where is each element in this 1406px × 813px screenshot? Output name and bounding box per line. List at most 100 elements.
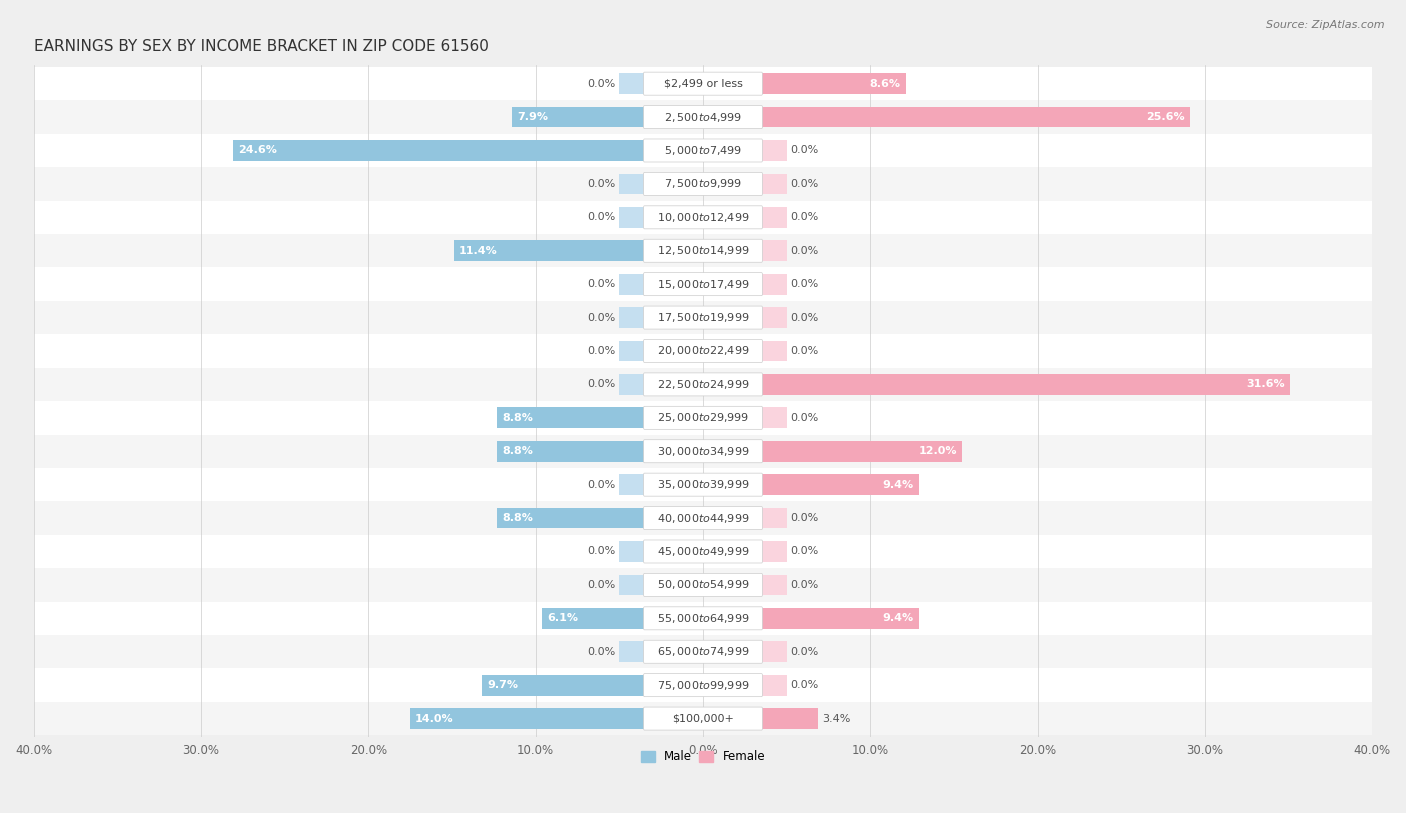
Text: 0.0%: 0.0%: [790, 212, 818, 222]
Bar: [34, 468, 1372, 502]
Text: 0.0%: 0.0%: [790, 312, 818, 323]
Bar: [34, 535, 1372, 568]
Text: 0.0%: 0.0%: [790, 680, 818, 690]
Text: $12,500 to $14,999: $12,500 to $14,999: [657, 244, 749, 257]
FancyBboxPatch shape: [644, 373, 762, 396]
Text: 0.0%: 0.0%: [790, 646, 818, 657]
Text: 0.0%: 0.0%: [588, 179, 616, 189]
FancyBboxPatch shape: [644, 573, 762, 597]
Text: 3.4%: 3.4%: [823, 714, 851, 724]
Text: $20,000 to $22,499: $20,000 to $22,499: [657, 345, 749, 358]
Bar: [233, 140, 644, 161]
Bar: [498, 441, 644, 462]
FancyBboxPatch shape: [644, 139, 762, 162]
Bar: [512, 107, 644, 128]
Text: $10,000 to $12,499: $10,000 to $12,499: [657, 211, 749, 224]
Text: 0.0%: 0.0%: [790, 179, 818, 189]
Bar: [619, 575, 644, 595]
Bar: [34, 367, 1372, 401]
Text: 25.6%: 25.6%: [1146, 112, 1185, 122]
Bar: [762, 407, 787, 428]
Bar: [34, 201, 1372, 234]
Text: $75,000 to $99,999: $75,000 to $99,999: [657, 679, 749, 692]
Bar: [762, 73, 905, 94]
FancyBboxPatch shape: [644, 540, 762, 563]
Text: 9.7%: 9.7%: [486, 680, 517, 690]
Bar: [454, 241, 644, 261]
Bar: [619, 541, 644, 562]
Bar: [619, 274, 644, 294]
Bar: [34, 635, 1372, 668]
Text: $100,000+: $100,000+: [672, 714, 734, 724]
Bar: [34, 134, 1372, 167]
Bar: [619, 641, 644, 662]
FancyBboxPatch shape: [644, 473, 762, 496]
Bar: [619, 307, 644, 328]
Bar: [762, 441, 963, 462]
Bar: [619, 374, 644, 395]
Text: 0.0%: 0.0%: [588, 212, 616, 222]
Text: 0.0%: 0.0%: [588, 646, 616, 657]
FancyBboxPatch shape: [644, 72, 762, 95]
Bar: [498, 507, 644, 528]
FancyBboxPatch shape: [644, 172, 762, 195]
Text: 0.0%: 0.0%: [790, 246, 818, 256]
Text: 8.8%: 8.8%: [502, 446, 533, 456]
Text: 9.4%: 9.4%: [883, 613, 914, 624]
Text: 8.8%: 8.8%: [502, 413, 533, 423]
Bar: [762, 708, 818, 729]
FancyBboxPatch shape: [644, 674, 762, 697]
Text: 0.0%: 0.0%: [588, 546, 616, 556]
Text: EARNINGS BY SEX BY INCOME BRACKET IN ZIP CODE 61560: EARNINGS BY SEX BY INCOME BRACKET IN ZIP…: [34, 39, 488, 54]
Text: $45,000 to $49,999: $45,000 to $49,999: [657, 545, 749, 558]
Text: $65,000 to $74,999: $65,000 to $74,999: [657, 646, 749, 659]
Bar: [34, 234, 1372, 267]
Bar: [34, 100, 1372, 134]
Text: 0.0%: 0.0%: [790, 146, 818, 155]
Bar: [762, 274, 787, 294]
Text: 14.0%: 14.0%: [415, 714, 454, 724]
Text: $15,000 to $17,499: $15,000 to $17,499: [657, 278, 749, 291]
Text: 9.4%: 9.4%: [883, 480, 914, 489]
Text: 24.6%: 24.6%: [238, 146, 277, 155]
FancyBboxPatch shape: [644, 440, 762, 463]
Bar: [619, 341, 644, 361]
FancyBboxPatch shape: [644, 506, 762, 529]
Legend: Male, Female: Male, Female: [636, 746, 770, 768]
Bar: [762, 474, 920, 495]
Text: 0.0%: 0.0%: [790, 546, 818, 556]
Bar: [34, 568, 1372, 602]
Bar: [34, 167, 1372, 201]
Bar: [762, 341, 787, 361]
Text: 0.0%: 0.0%: [588, 312, 616, 323]
Bar: [411, 708, 644, 729]
Bar: [34, 602, 1372, 635]
Bar: [34, 434, 1372, 468]
Bar: [498, 407, 644, 428]
Bar: [762, 641, 787, 662]
Text: 0.0%: 0.0%: [588, 580, 616, 590]
Text: $55,000 to $64,999: $55,000 to $64,999: [657, 612, 749, 625]
Bar: [543, 608, 644, 628]
FancyBboxPatch shape: [644, 606, 762, 630]
Bar: [762, 675, 787, 695]
Text: $17,500 to $19,999: $17,500 to $19,999: [657, 311, 749, 324]
FancyBboxPatch shape: [644, 206, 762, 228]
Text: $40,000 to $44,999: $40,000 to $44,999: [657, 511, 749, 524]
Text: 8.8%: 8.8%: [502, 513, 533, 523]
Bar: [762, 140, 787, 161]
Text: 0.0%: 0.0%: [588, 79, 616, 89]
Text: 0.0%: 0.0%: [790, 513, 818, 523]
Text: $7,500 to $9,999: $7,500 to $9,999: [664, 177, 742, 190]
Bar: [762, 608, 920, 628]
Text: 8.6%: 8.6%: [869, 79, 900, 89]
Text: $2,499 or less: $2,499 or less: [664, 79, 742, 89]
Bar: [762, 507, 787, 528]
Text: $2,500 to $4,999: $2,500 to $4,999: [664, 111, 742, 124]
Text: Source: ZipAtlas.com: Source: ZipAtlas.com: [1267, 20, 1385, 30]
Bar: [34, 267, 1372, 301]
Bar: [762, 307, 787, 328]
Bar: [34, 668, 1372, 702]
Text: $35,000 to $39,999: $35,000 to $39,999: [657, 478, 749, 491]
Text: 0.0%: 0.0%: [588, 346, 616, 356]
